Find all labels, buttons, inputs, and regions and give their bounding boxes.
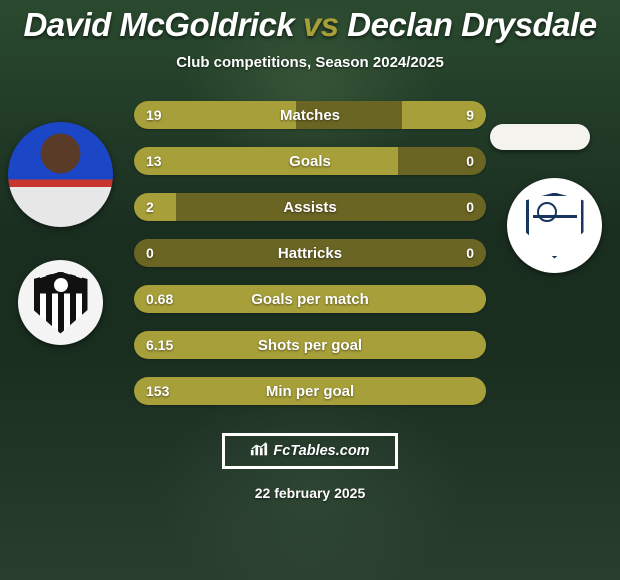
stat-bars: 199Matches 130Goals 20Assists 00Hattricks 0.… [134, 101, 486, 405]
player1-avatar [8, 122, 113, 227]
stat-label: Hattricks [134, 239, 486, 267]
stat-label: Assists [134, 193, 486, 221]
stat-row: 199Matches [134, 101, 486, 129]
player2-name: Declan Drysdale [347, 6, 596, 43]
stat-label: Min per goal [134, 377, 486, 405]
stat-row: 130Goals [134, 147, 486, 175]
source-text: FcTables.com [273, 443, 369, 459]
player1-club-badge [18, 260, 103, 345]
stat-label: Goals per match [134, 285, 486, 313]
stat-label: Matches [134, 101, 486, 129]
stat-label: Shots per goal [134, 331, 486, 359]
player2-club-badge [507, 178, 602, 273]
stat-row: 153Min per goal [134, 377, 486, 405]
stat-row: 00Hattricks [134, 239, 486, 267]
vs-text: vs [303, 6, 339, 43]
player1-name: David McGoldrick [23, 6, 294, 43]
stat-label: Goals [134, 147, 486, 175]
subtitle: Club competitions, Season 2024/2025 [0, 54, 620, 71]
date: 22 february 2025 [0, 485, 620, 501]
stat-row: 0.68Goals per match [134, 285, 486, 313]
comparison-title: David McGoldrick vs Declan Drysdale [0, 0, 620, 44]
bar-chart-icon [250, 441, 268, 461]
source-badge: FcTables.com [222, 433, 398, 469]
player2-avatar-placeholder [490, 124, 590, 150]
stat-row: 20Assists [134, 193, 486, 221]
stat-row: 6.15Shots per goal [134, 331, 486, 359]
